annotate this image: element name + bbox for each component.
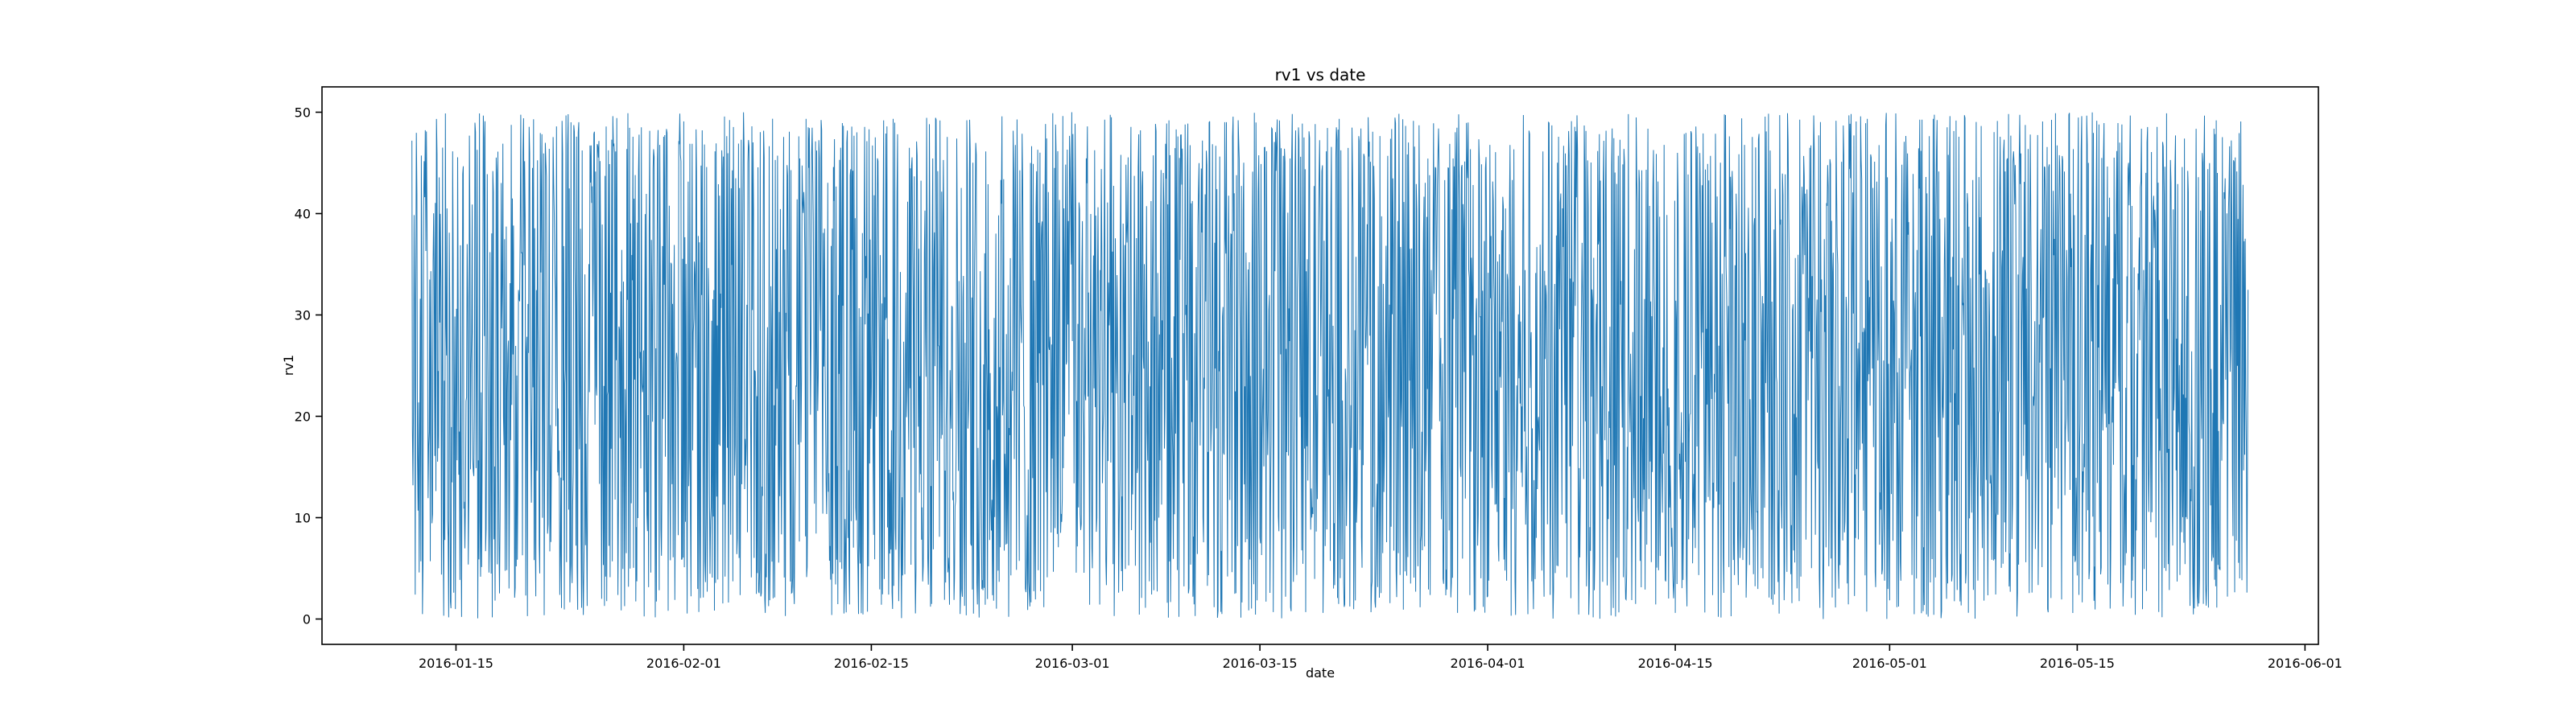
y-tick-label: 20	[295, 409, 311, 425]
y-axis-label: rv1	[281, 355, 296, 376]
y-tick-label: 30	[295, 308, 311, 323]
axes-frame	[321, 86, 2319, 645]
x-tick-label: 2016-02-01	[646, 656, 721, 671]
x-tick-label: 2016-05-15	[2040, 656, 2115, 671]
y-tick-label: 40	[295, 207, 311, 222]
x-tick-label: 2016-05-01	[1852, 656, 1927, 671]
chart-title: rv1 vs date	[1275, 65, 1366, 84]
x-tick-label: 2016-03-15	[1223, 656, 1298, 671]
x-tick-label: 2016-02-15	[834, 656, 909, 671]
y-tick-label: 0	[303, 612, 311, 627]
x-tick-label: 2016-04-15	[1638, 656, 1713, 671]
x-axis-label: date	[1306, 665, 1335, 681]
plot-area	[411, 112, 2249, 619]
x-tick-label: 2016-01-15	[419, 656, 493, 671]
x-axis: 2016-01-15 2016-02-01 2016-02-15 2016-03-01…	[419, 644, 2343, 671]
x-tick-label: 2016-03-01	[1035, 656, 1110, 671]
y-tick-label: 50	[295, 105, 311, 121]
x-tick-label: 2016-04-01	[1451, 656, 1525, 671]
y-axis: 0 10 20 30 40 50	[295, 105, 322, 627]
series-line	[411, 112, 2249, 619]
y-tick-label: 10	[295, 511, 311, 526]
x-tick-label: 2016-06-01	[2268, 656, 2343, 671]
